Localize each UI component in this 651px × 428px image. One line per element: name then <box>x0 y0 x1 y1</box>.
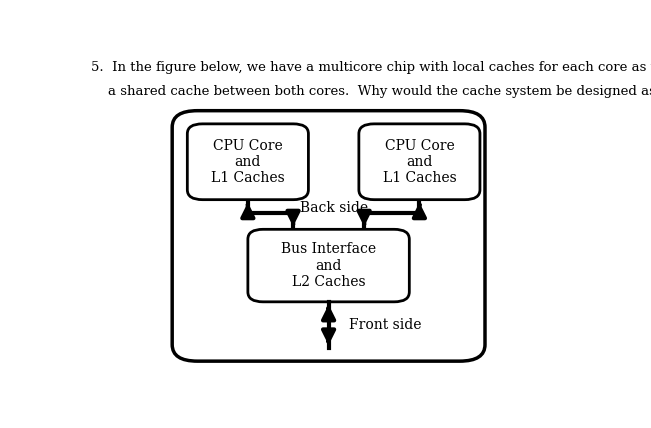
Text: a shared cache between both cores.  Why would the cache system be designed as su: a shared cache between both cores. Why w… <box>91 85 651 98</box>
FancyBboxPatch shape <box>248 229 409 302</box>
FancyBboxPatch shape <box>359 124 480 199</box>
Text: CPU Core
and
L1 Caches: CPU Core and L1 Caches <box>383 139 456 185</box>
Text: Back side: Back side <box>299 201 368 215</box>
Text: 5.  In the figure below, we have a multicore chip with local caches for each cor: 5. In the figure below, we have a multic… <box>91 61 651 74</box>
Text: Bus Interface
and
L2 Caches: Bus Interface and L2 Caches <box>281 242 376 289</box>
Text: CPU Core
and
L1 Caches: CPU Core and L1 Caches <box>211 139 284 185</box>
Text: Front side: Front side <box>349 318 421 332</box>
FancyBboxPatch shape <box>187 124 309 199</box>
FancyBboxPatch shape <box>172 111 485 361</box>
